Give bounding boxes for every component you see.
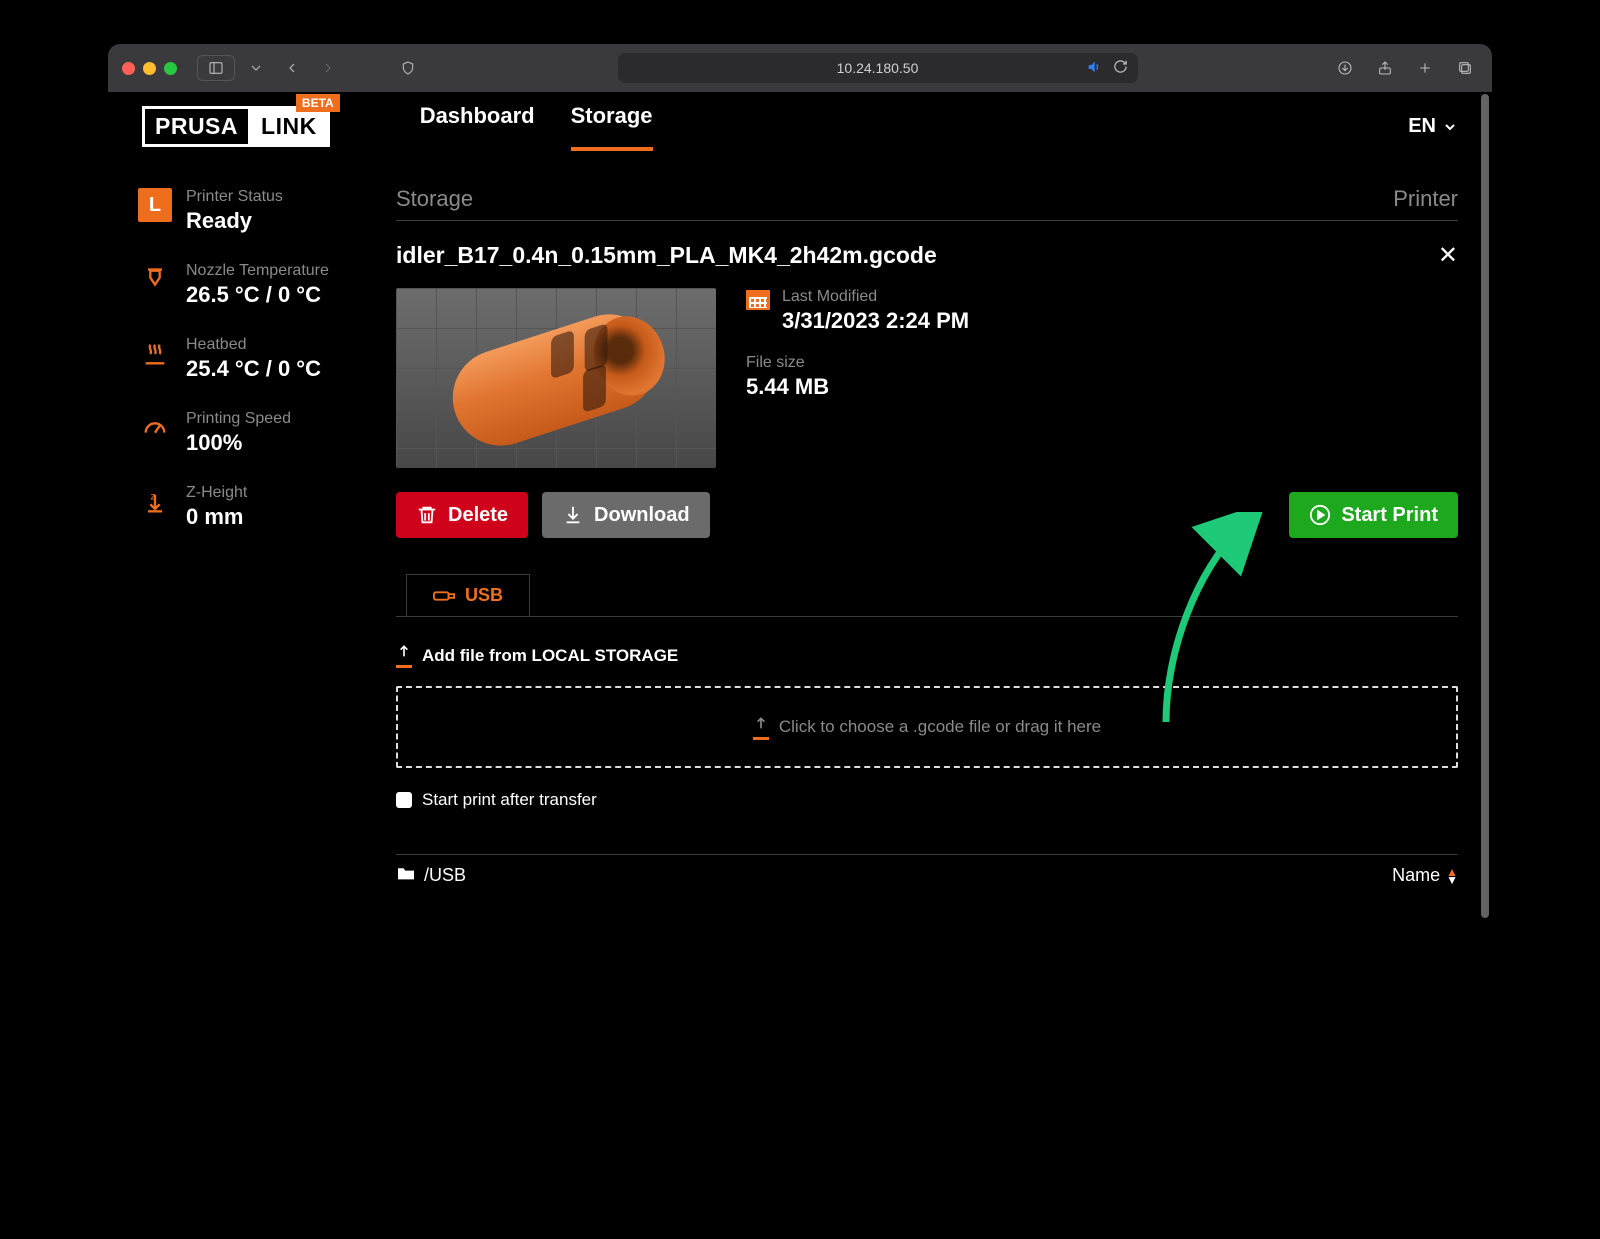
- download-button[interactable]: Download: [542, 492, 710, 538]
- status-sidebar: L Printer Status Ready Nozzle Temperatur…: [108, 162, 396, 924]
- logo-right: LINK: [248, 106, 330, 147]
- logo[interactable]: PRUSA LINK BETA: [142, 106, 330, 147]
- upload-icon: [396, 643, 412, 668]
- download-icon: [562, 504, 584, 526]
- size-label: File size: [746, 354, 969, 372]
- file-detail: Last Modified 3/31/2023 2:24 PM File siz…: [396, 288, 1458, 468]
- section-right: Printer: [1393, 186, 1458, 212]
- checkbox[interactable]: [396, 792, 412, 808]
- upload-icon: [753, 715, 769, 740]
- reload-icon[interactable]: [1113, 59, 1128, 77]
- status-label: Printer Status: [186, 188, 283, 206]
- printer-status: L Printer Status Ready: [138, 188, 376, 234]
- heatbed-label: Heatbed: [186, 336, 321, 354]
- language-label: EN: [1408, 115, 1436, 138]
- calendar-icon: [746, 290, 770, 310]
- speed-icon: [138, 410, 172, 442]
- logo-left: PRUSA: [142, 106, 248, 147]
- browser-titlebar: 10.24.180.50: [108, 44, 1492, 92]
- section-head: Storage Printer: [396, 186, 1458, 221]
- after-transfer-label: Start print after transfer: [422, 790, 597, 810]
- forward-icon[interactable]: [313, 55, 343, 81]
- sort-arrows-icon: ▲▼: [1446, 868, 1458, 884]
- address-bar[interactable]: 10.24.180.50: [618, 53, 1138, 83]
- zheight-label: Z-Height: [186, 484, 247, 502]
- downloads-icon[interactable]: [1332, 55, 1358, 81]
- close-icon[interactable]: ✕: [1438, 241, 1458, 270]
- new-tab-icon[interactable]: [1412, 55, 1438, 81]
- current-path[interactable]: /USB: [424, 865, 466, 886]
- status-value: Ready: [186, 208, 283, 234]
- trash-icon: [416, 504, 438, 526]
- folder-icon: [396, 865, 416, 886]
- tab-usb-label: USB: [465, 585, 503, 606]
- z-height: z Z-Height 0 mm: [138, 484, 376, 530]
- tab-usb[interactable]: USB: [406, 574, 530, 616]
- sidebar-toggle-icon[interactable]: [197, 55, 235, 81]
- file-preview: [396, 288, 716, 468]
- sort-control[interactable]: Name ▲▼: [1392, 865, 1458, 886]
- share-icon[interactable]: [1372, 55, 1398, 81]
- shield-icon[interactable]: [393, 55, 423, 81]
- speed-label: Printing Speed: [186, 410, 291, 428]
- back-icon[interactable]: [277, 55, 307, 81]
- tabs-overview-icon[interactable]: [1452, 55, 1478, 81]
- browser-window: 10.24.180.50: [108, 44, 1492, 924]
- add-file-label: Add file from LOCAL STORAGE: [422, 646, 678, 666]
- section-left: Storage: [396, 186, 473, 212]
- main-nav: Dashboard Storage: [420, 103, 653, 151]
- language-selector[interactable]: EN: [1408, 115, 1458, 138]
- nozzle-icon: [138, 262, 172, 294]
- chevron-down-icon: [1442, 119, 1458, 135]
- download-label: Download: [594, 504, 690, 527]
- sound-icon[interactable]: [1086, 59, 1102, 78]
- beta-badge: BETA: [296, 94, 340, 112]
- file-actions: Delete Download Start Print: [396, 492, 1458, 538]
- nozzle-label: Nozzle Temperature: [186, 262, 329, 280]
- nozzle-value: 26.5 °C / 0 °C: [186, 282, 329, 308]
- window-zoom-icon[interactable]: [164, 62, 177, 75]
- start-print-button[interactable]: Start Print: [1289, 492, 1458, 538]
- delete-button[interactable]: Delete: [396, 492, 528, 538]
- heatbed-icon: [138, 336, 172, 368]
- url-text: 10.24.180.50: [837, 60, 919, 76]
- app-header: PRUSA LINK BETA Dashboard Storage EN: [108, 92, 1492, 162]
- path-row: /USB Name ▲▼: [396, 854, 1458, 886]
- last-modified: Last Modified 3/31/2023 2:24 PM: [746, 288, 969, 334]
- chevron-down-icon[interactable]: [241, 55, 271, 81]
- zheight-value: 0 mm: [186, 504, 247, 530]
- printing-speed: Printing Speed 100%: [138, 410, 376, 456]
- size-value: 5.44 MB: [746, 374, 969, 400]
- window-close-icon[interactable]: [122, 62, 135, 75]
- status-icon: L: [138, 188, 172, 222]
- dropzone[interactable]: Click to choose a .gcode file or drag it…: [396, 686, 1458, 768]
- usb-icon: [433, 589, 455, 603]
- file-name: idler_B17_0.4n_0.15mm_PLA_MK4_2h42m.gcod…: [396, 242, 1438, 269]
- delete-label: Delete: [448, 504, 508, 527]
- window-controls: [122, 62, 177, 75]
- main-panel: Storage Printer idler_B17_0.4n_0.15mm_PL…: [396, 162, 1492, 924]
- play-icon: [1309, 504, 1331, 526]
- window-minimize-icon[interactable]: [143, 62, 156, 75]
- nozzle-temp: Nozzle Temperature 26.5 °C / 0 °C: [138, 262, 376, 308]
- tab-dashboard[interactable]: Dashboard: [420, 103, 535, 151]
- dropzone-label: Click to choose a .gcode file or drag it…: [779, 717, 1101, 737]
- heatbed-temp: Heatbed 25.4 °C / 0 °C: [138, 336, 376, 382]
- start-after-transfer[interactable]: Start print after transfer: [396, 790, 1458, 810]
- start-label: Start Print: [1341, 504, 1438, 527]
- modified-label: Last Modified: [782, 288, 969, 306]
- zheight-icon: z: [138, 484, 172, 516]
- add-file-link[interactable]: Add file from LOCAL STORAGE: [396, 643, 1458, 668]
- heatbed-value: 25.4 °C / 0 °C: [186, 356, 321, 382]
- modified-value: 3/31/2023 2:24 PM: [782, 308, 969, 334]
- storage-tabs: USB: [396, 574, 1458, 617]
- tab-storage[interactable]: Storage: [571, 103, 653, 151]
- sort-label: Name: [1392, 865, 1440, 886]
- speed-value: 100%: [186, 430, 291, 456]
